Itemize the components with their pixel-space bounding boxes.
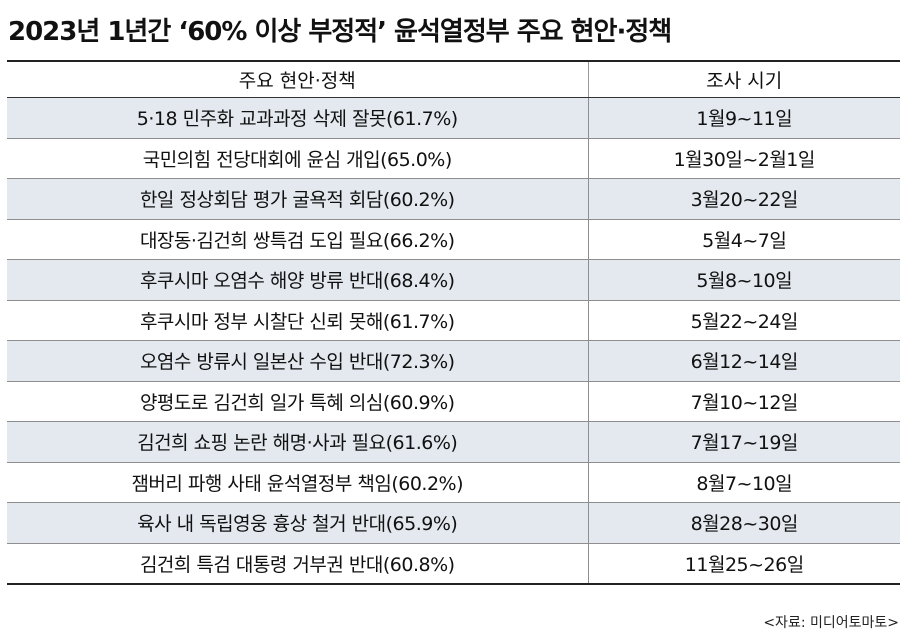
table-header: 주요 현안·정책 조사 시기 [7, 62, 900, 98]
issue-cell: 오염수 방류시 일본산 수입 반대(72.3%) [7, 340, 588, 382]
issue-cell: 한일 정상회담 평가 굴욕적 회담(60.2%) [7, 178, 588, 220]
table-row: 대장동·김건희 쌍특검 도입 필요(66.2%) 5월4~7일 [7, 219, 900, 260]
period-cell: 8월28~30일 [587, 502, 900, 544]
source-credit: <자료: 미디어토마토> [763, 615, 899, 631]
issue-cell: 5·18 민주화 교과과정 삭제 잘못(61.7%) [7, 97, 588, 139]
table-row: 후쿠시마 정부 시찰단 신뢰 못해(61.7%) 5월22~24일 [7, 300, 900, 341]
period-cell: 7월10~12일 [587, 381, 900, 422]
table-row: 5·18 민주화 교과과정 삭제 잘못(61.7%) 1월9~11일 [7, 97, 900, 139]
issue-cell: 후쿠시마 오염수 해양 방류 반대(68.4%) [7, 259, 588, 301]
table-row: 후쿠시마 오염수 해양 방류 반대(68.4%) 5월8~10일 [7, 259, 900, 301]
issue-cell: 후쿠시마 정부 시찰단 신뢰 못해(61.7%) [7, 300, 588, 341]
period-cell: 3월20~22일 [587, 178, 900, 220]
table-row: 국민의힘 전당대회에 윤심 개입(65.0%) 1월30일~2월1일 [7, 138, 900, 179]
issue-cell: 양평도로 김건희 일가 특혜 의심(60.9%) [7, 381, 588, 422]
period-cell: 8월7~10일 [587, 462, 900, 503]
header-row: 주요 현안·정책 조사 시기 [7, 62, 900, 98]
issue-cell: 김건희 특검 대통령 거부권 반대(60.8%) [7, 543, 588, 585]
issue-cell: 국민의힘 전당대회에 윤심 개입(65.0%) [7, 138, 588, 179]
period-cell: 1월9~11일 [587, 97, 900, 139]
header-issue: 주요 현안·정책 [7, 62, 588, 98]
period-cell: 11월25~26일 [587, 543, 900, 585]
period-cell: 1월30일~2월1일 [587, 138, 900, 179]
table-row: 한일 정상회담 평가 굴욕적 회담(60.2%) 3월20~22일 [7, 178, 900, 220]
issue-cell: 대장동·김건희 쌍특검 도입 필요(66.2%) [7, 219, 588, 260]
table-row: 오염수 방류시 일본산 수입 반대(72.3%) 6월12~14일 [7, 340, 900, 382]
issue-cell: 육사 내 독립영웅 흉상 철거 반대(65.9%) [7, 502, 588, 544]
table-row: 김건희 특검 대통령 거부권 반대(60.8%) 11월25~26일 [7, 543, 900, 585]
issue-cell: 김건희 쇼핑 논란 해명·사과 필요(61.6%) [7, 421, 588, 463]
table-row: 육사 내 독립영웅 흉상 철거 반대(65.9%) 8월28~30일 [7, 502, 900, 544]
table-body: 5·18 민주화 교과과정 삭제 잘못(61.7%) 1월9~11일 국민의힘 … [7, 97, 900, 585]
period-cell: 5월8~10일 [587, 259, 900, 301]
table-row: 김건희 쇼핑 논란 해명·사과 필요(61.6%) 7월17~19일 [7, 421, 900, 463]
period-cell: 5월22~24일 [587, 300, 900, 341]
title-divider [7, 60, 900, 62]
table-row: 잼버리 파행 사태 윤석열정부 책임(60.2%) 8월7~10일 [7, 462, 900, 503]
issue-cell: 잼버리 파행 사태 윤석열정부 책임(60.2%) [7, 462, 588, 503]
period-cell: 5월4~7일 [587, 219, 900, 260]
period-cell: 6월12~14일 [587, 340, 900, 382]
header-period: 조사 시기 [587, 62, 900, 98]
policy-table: 주요 현안·정책 조사 시기 5·18 민주화 교과과정 삭제 잘못(61.7%… [7, 62, 900, 585]
page-title: 2023년 1년간 ‘60% 이상 부정적’ 윤석열정부 주요 현안·정책 [8, 17, 672, 47]
period-cell: 7월17~19일 [587, 421, 900, 463]
table-row: 양평도로 김건희 일가 특혜 의심(60.9%) 7월10~12일 [7, 381, 900, 422]
